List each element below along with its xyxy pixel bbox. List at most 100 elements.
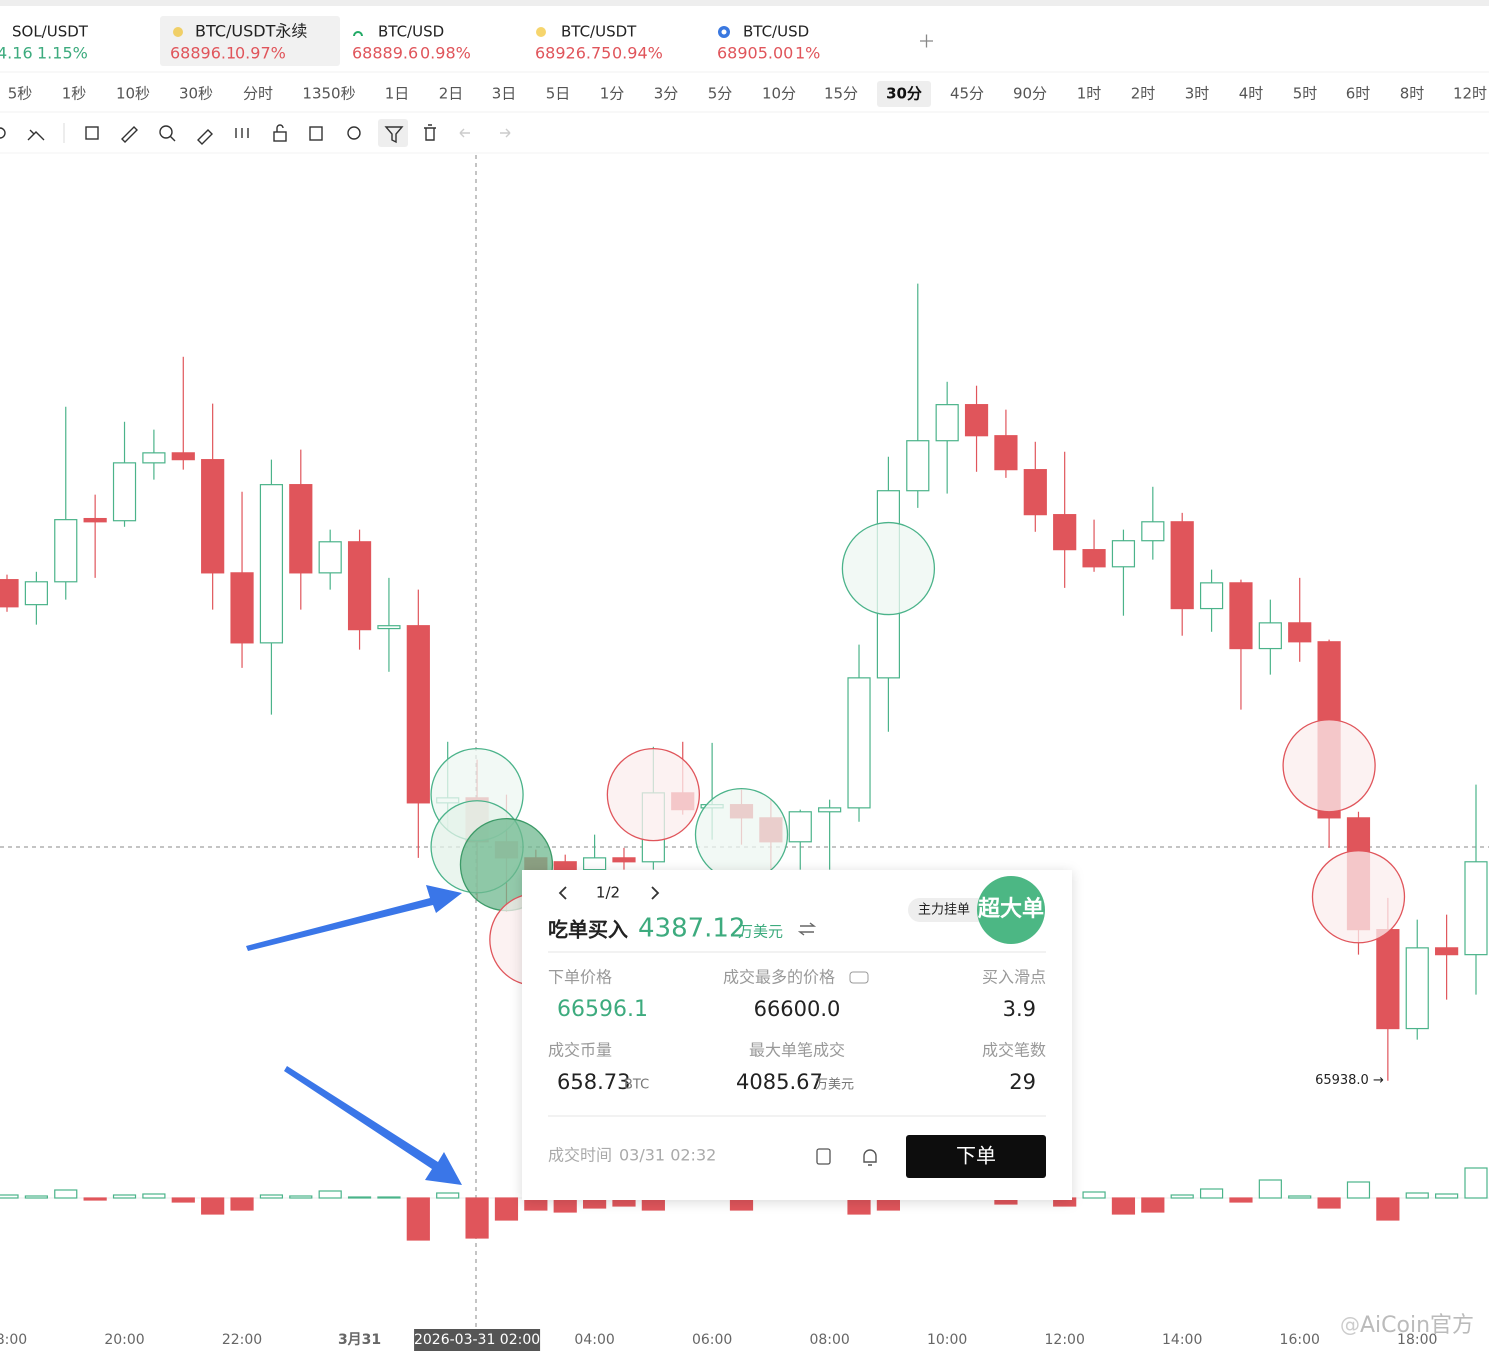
order-tooltip: 1/2 吃单买入 4387.12 万美元 主力挂单 超大单 下单价格 成交最多的… [522,870,1072,1200]
active-tab-bg[interactable] [160,16,340,66]
tool-icon[interactable] [347,126,361,140]
tool-icon[interactable] [500,128,511,138]
timeframe[interactable]: 5日 [546,85,571,103]
order-bubble[interactable] [1282,719,1376,813]
tool-icon[interactable] [0,127,6,139]
timeframe[interactable]: 3时 [1185,85,1210,103]
tool-icon[interactable] [159,125,173,139]
volume-bar [54,1189,78,1199]
volume-bar [1435,1193,1459,1199]
tab-icon [536,27,546,37]
tool-icon[interactable] [424,124,436,141]
candle-body [142,452,166,464]
volume-bar [1346,1181,1371,1199]
candle-body [201,459,225,574]
tool-icon[interactable] [27,129,45,141]
timeframe[interactable]: 4时 [1239,85,1264,103]
tab-symbol[interactable]: BTC/USD [378,23,444,41]
tool-icon[interactable] [85,126,99,140]
timeframe[interactable]: 1秒 [62,85,87,103]
tab-symbol[interactable]: BTC/USDT永续 [195,22,307,41]
volume-bar [142,1193,166,1199]
candle-body [906,440,930,492]
info-icon[interactable] [849,971,869,984]
pager: 1/2 [596,884,620,902]
order-bubble[interactable] [694,787,789,882]
field-label: 成交笔数 [982,1041,1046,1060]
tab-price: 4.16 [0,44,33,63]
x-tick-label: 16:00 [1280,1332,1320,1348]
badge-big: 超大单 [978,897,1044,922]
timeframe[interactable]: 2日 [439,85,464,103]
tab-change: 1.15% [37,44,88,63]
tab-symbol[interactable]: BTC/USD [743,23,809,41]
candle-body [1258,622,1282,650]
volume-bar [1405,1192,1429,1199]
tool-icon[interactable] [273,131,287,142]
timeframe[interactable]: 5分 [708,85,733,103]
timeframe[interactable]: 3分 [654,85,679,103]
add-tab[interactable] [920,34,933,48]
order-bubble[interactable] [606,747,701,842]
tool-icon[interactable] [121,126,138,143]
note-icon[interactable] [816,1148,831,1165]
timeframe[interactable]: 分时 [243,85,273,103]
crosshair-time-bg [414,1329,541,1351]
swap-icon[interactable] [797,922,817,936]
x-tick-label: 12:00 [1045,1332,1085,1348]
timeframe[interactable]: 45分 [950,85,984,103]
active-timeframe-bg[interactable] [877,81,931,107]
timeframe[interactable]: 10分 [762,85,796,103]
tool-icon[interactable] [197,129,213,145]
volume-bar [1170,1194,1194,1199]
timeframe[interactable]: 90分 [1013,85,1047,103]
timeframe[interactable]: 10秒 [116,85,150,103]
timeframe[interactable]: 5时 [1293,85,1318,103]
timeframe[interactable]: 1350秒 [302,85,355,103]
candle-body [818,807,842,813]
active-tool-bg[interactable] [378,119,408,147]
timeframe[interactable]: 3日 [492,85,517,103]
volume-bar [553,1197,577,1213]
volume-bar [1376,1197,1400,1221]
timeframe[interactable]: 30分 [886,85,922,103]
tool-icon[interactable] [235,128,249,138]
tool-icon[interactable] [169,135,176,142]
field-label: 成交最多的价格 [723,968,835,987]
timeframe[interactable]: 5秒 [8,85,33,103]
order-button[interactable] [906,1135,1046,1178]
volume-bar [230,1197,254,1211]
tool-icon[interactable] [384,126,404,144]
tab-price: 68889.6 [352,44,418,63]
timeframe[interactable]: 15分 [824,85,858,103]
timeframe[interactable]: 8时 [1400,85,1425,103]
tool-icon[interactable] [276,124,284,132]
volume-bar [436,1192,460,1199]
timeframe[interactable]: 1时 [1077,85,1102,103]
timeframe[interactable]: 1分 [600,85,625,103]
tab-symbol[interactable]: SOL/USDT [12,23,89,41]
time-label: 成交时间 [548,1146,612,1165]
timeframe[interactable]: 1日 [385,85,410,103]
order-bubble[interactable] [841,521,936,616]
pager-arrows[interactable] [558,886,660,900]
timeframe[interactable]: 30秒 [179,85,213,103]
timeframe[interactable]: 6时 [1346,85,1371,103]
alert-icon[interactable] [863,1149,877,1166]
tool-icon[interactable] [459,128,470,138]
order-button-label[interactable]: 下单 [956,1144,996,1168]
volume-bar [83,1197,107,1201]
timeframe[interactable]: 12时 [1453,85,1487,103]
tool-icon[interactable] [309,126,323,141]
candle-body [347,541,372,631]
tab-symbol[interactable]: BTC/USDT [561,23,637,41]
timeframe[interactable]: 2时 [1131,85,1156,103]
badge-circle [977,876,1045,944]
order-bubble[interactable] [1311,850,1406,944]
volume-bar [377,1196,401,1199]
candle-body [1229,582,1253,650]
tooltip-amount-unit: 万美元 [738,923,783,941]
volume-bar [259,1194,284,1199]
candle-body [406,625,430,804]
tab-price: 68905.00 [717,44,793,63]
